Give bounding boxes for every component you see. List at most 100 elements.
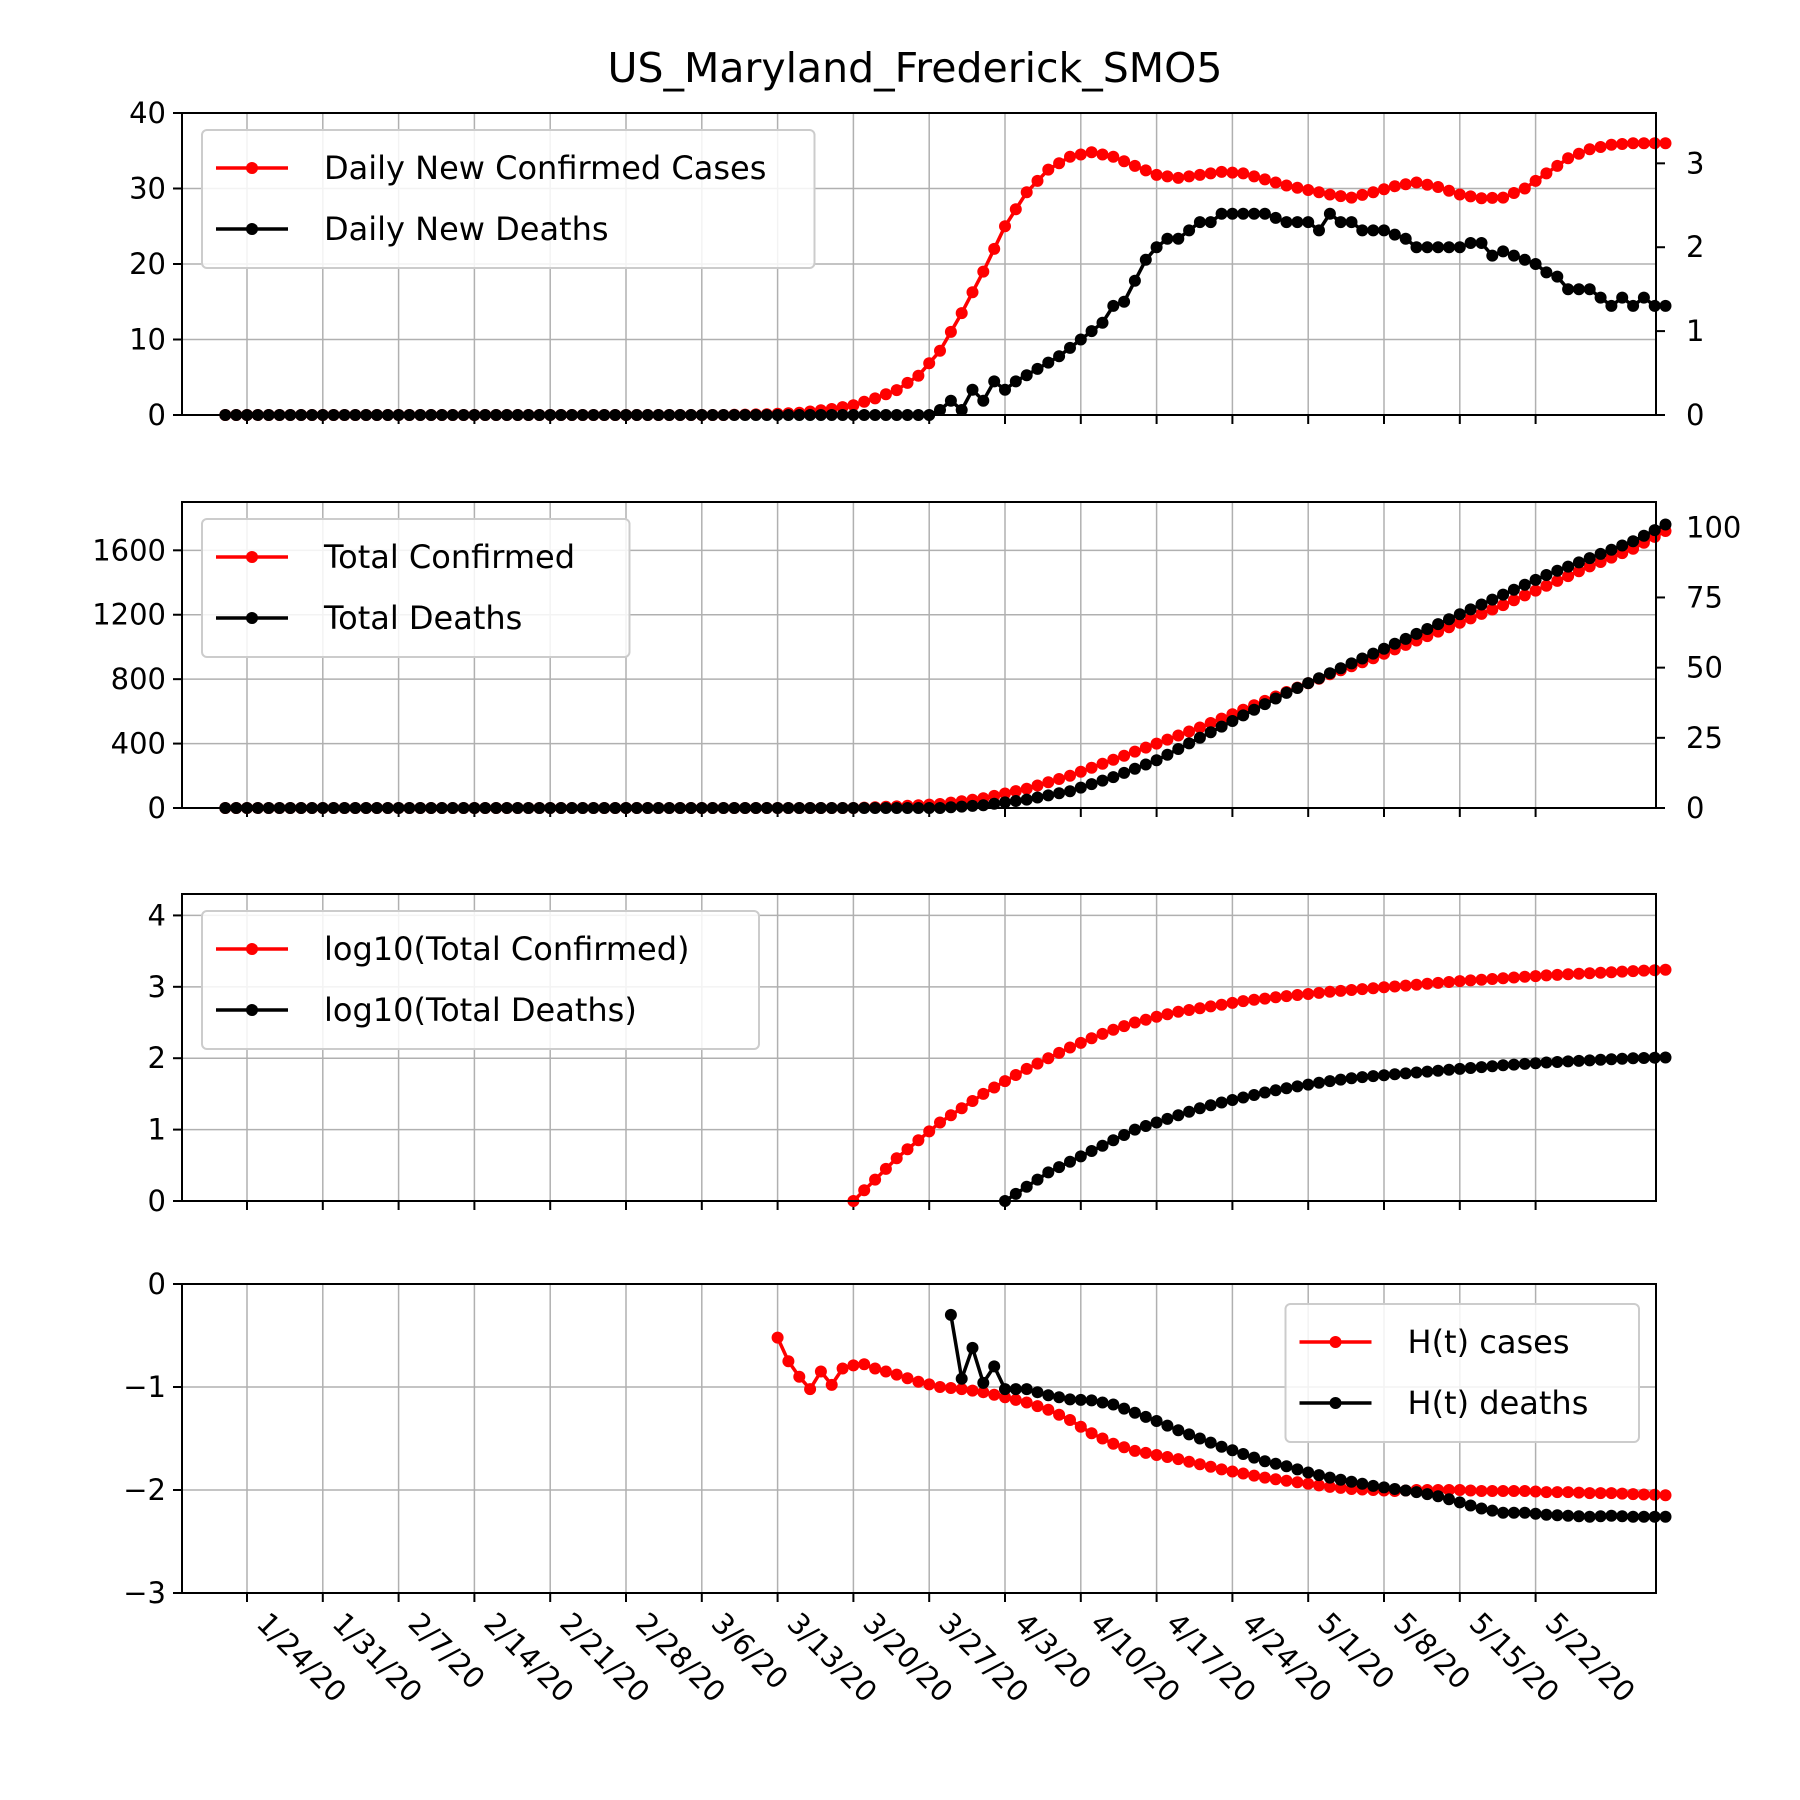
data-point: [1172, 1005, 1185, 1018]
data-point: [1367, 186, 1380, 199]
data-point: [999, 1391, 1011, 1404]
data-point: [1475, 1485, 1488, 1497]
series-deaths: [219, 518, 1672, 814]
data-point: [1226, 996, 1239, 1009]
data-point: [1042, 1052, 1055, 1065]
data-point: [1648, 137, 1661, 150]
data-point: [1096, 1027, 1109, 1040]
data-point: [1248, 703, 1261, 716]
legend-box: [201, 910, 760, 1050]
data-point: [1497, 972, 1510, 985]
data-point: [1464, 190, 1477, 203]
data-point: [955, 800, 968, 813]
data-point: [1399, 1067, 1412, 1080]
data-point: [1529, 573, 1542, 586]
data-point: [879, 1162, 892, 1175]
data-point: [1507, 187, 1520, 199]
data-point: [977, 394, 990, 407]
data-point: [1248, 1451, 1261, 1464]
data-point: [1226, 715, 1239, 727]
data-point: [1074, 148, 1087, 161]
data-point: [1085, 1394, 1098, 1407]
data-point: [1226, 207, 1239, 220]
data-point: [1064, 785, 1076, 798]
data-point: [1269, 1473, 1282, 1486]
data-point: [793, 1370, 806, 1383]
data-point: [869, 1362, 882, 1375]
data-point: [1183, 737, 1196, 750]
data-point: [1551, 968, 1564, 981]
data-point: [1031, 1386, 1044, 1399]
data-point: [1139, 253, 1152, 266]
data-point: [1258, 207, 1271, 220]
data-point: [879, 1365, 892, 1378]
data-point: [1302, 216, 1315, 229]
data-point: [999, 1075, 1011, 1088]
data-point: [1616, 1487, 1629, 1500]
left-y-tick-label: 0: [148, 1267, 166, 1301]
data-point: [999, 220, 1011, 233]
data-point: [825, 1378, 838, 1391]
data-point: [1096, 1396, 1109, 1409]
data-point: [1009, 375, 1022, 388]
data-point: [1356, 652, 1369, 665]
data-point: [1605, 299, 1618, 312]
data-point: [879, 388, 892, 401]
data-point: [1551, 564, 1564, 577]
data-point: [1172, 232, 1185, 245]
legend: H(t) cases H(t) deaths: [1284, 1303, 1640, 1443]
data-point: [1020, 1180, 1033, 1193]
data-point: [1616, 539, 1629, 552]
data-point: [1648, 1051, 1661, 1064]
data-point: [1627, 1052, 1640, 1065]
data-point: [1334, 1473, 1347, 1486]
data-point: [1540, 579, 1553, 592]
data-point: [1497, 599, 1510, 612]
legend-swatch-marker: [1329, 1397, 1342, 1409]
axes-frame: [181, 112, 1657, 416]
data-point: [1313, 1479, 1325, 1492]
data-point: [1432, 1490, 1445, 1503]
data-point: [1540, 266, 1553, 279]
data-point: [1172, 171, 1185, 184]
data-point: [1183, 725, 1196, 738]
data-point: [1237, 1467, 1250, 1480]
legend-swatch-marker: [246, 551, 258, 563]
data-point: [1323, 1480, 1336, 1493]
data-point: [1421, 241, 1434, 254]
data-point: [1193, 1432, 1206, 1445]
data-point: [1128, 274, 1141, 287]
left-y-tick-label: −2: [123, 1473, 166, 1507]
data-point: [1096, 316, 1109, 329]
data-point: [1204, 1099, 1217, 1112]
data-point: [1507, 1485, 1520, 1497]
data-point: [1204, 1460, 1217, 1473]
data-point: [1421, 977, 1434, 990]
data-point: [1323, 188, 1336, 201]
left-y-tick-label: 10: [129, 323, 166, 357]
data-point: [1572, 283, 1585, 296]
data-point: [1258, 1086, 1271, 1099]
data-point: [1031, 174, 1044, 187]
data-point: [1583, 1487, 1596, 1500]
data-point: [1551, 1056, 1564, 1068]
data-point: [1215, 1096, 1228, 1109]
data-point: [1464, 237, 1477, 249]
legend-box: [1284, 1303, 1640, 1443]
data-point: [1529, 1057, 1542, 1070]
data-point: [1464, 1499, 1477, 1512]
data-point: [1280, 1082, 1293, 1095]
data-point: [1139, 758, 1152, 771]
data-point: [1410, 176, 1423, 189]
data-point: [955, 1372, 968, 1385]
data-point: [1302, 1078, 1315, 1091]
data-point: [1605, 543, 1618, 556]
data-point: [1605, 1487, 1618, 1500]
data-point: [1183, 170, 1196, 183]
data-point: [901, 1372, 914, 1385]
data-point: [1042, 163, 1055, 176]
data-point: [1313, 1469, 1325, 1482]
data-point: [1074, 1036, 1087, 1049]
data-point: [1421, 1065, 1434, 1078]
data-point: [1518, 578, 1531, 591]
